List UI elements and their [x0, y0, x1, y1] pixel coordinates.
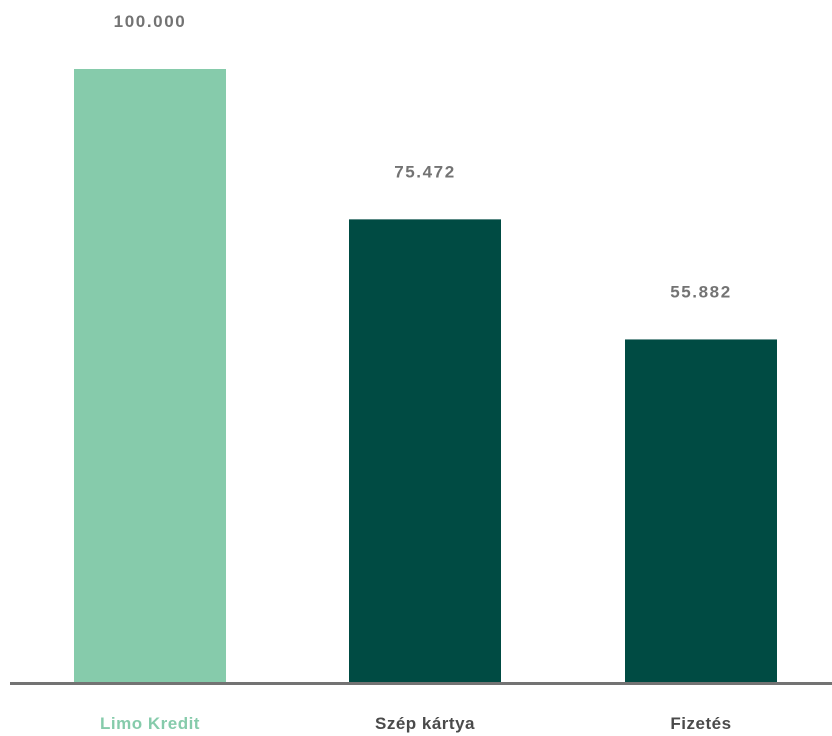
value-labels-group: 100.000 75.472 55.882	[114, 12, 732, 301]
category-label: Fizetés	[670, 714, 731, 733]
category-label: Szép kártya	[375, 714, 475, 733]
category-label: Limo Kredit	[100, 714, 200, 733]
bar-fizet-s	[625, 339, 777, 682]
bars-group	[74, 69, 777, 683]
category-labels-group: Limo Kredit Szép kártya Fizetés	[100, 714, 731, 733]
value-label: 100.000	[114, 12, 187, 31]
value-label: 55.882	[670, 282, 732, 301]
bar-limo-kredit	[74, 69, 226, 682]
bar-sz-p-k-rtya	[349, 219, 501, 683]
value-label: 75.472	[394, 162, 456, 181]
